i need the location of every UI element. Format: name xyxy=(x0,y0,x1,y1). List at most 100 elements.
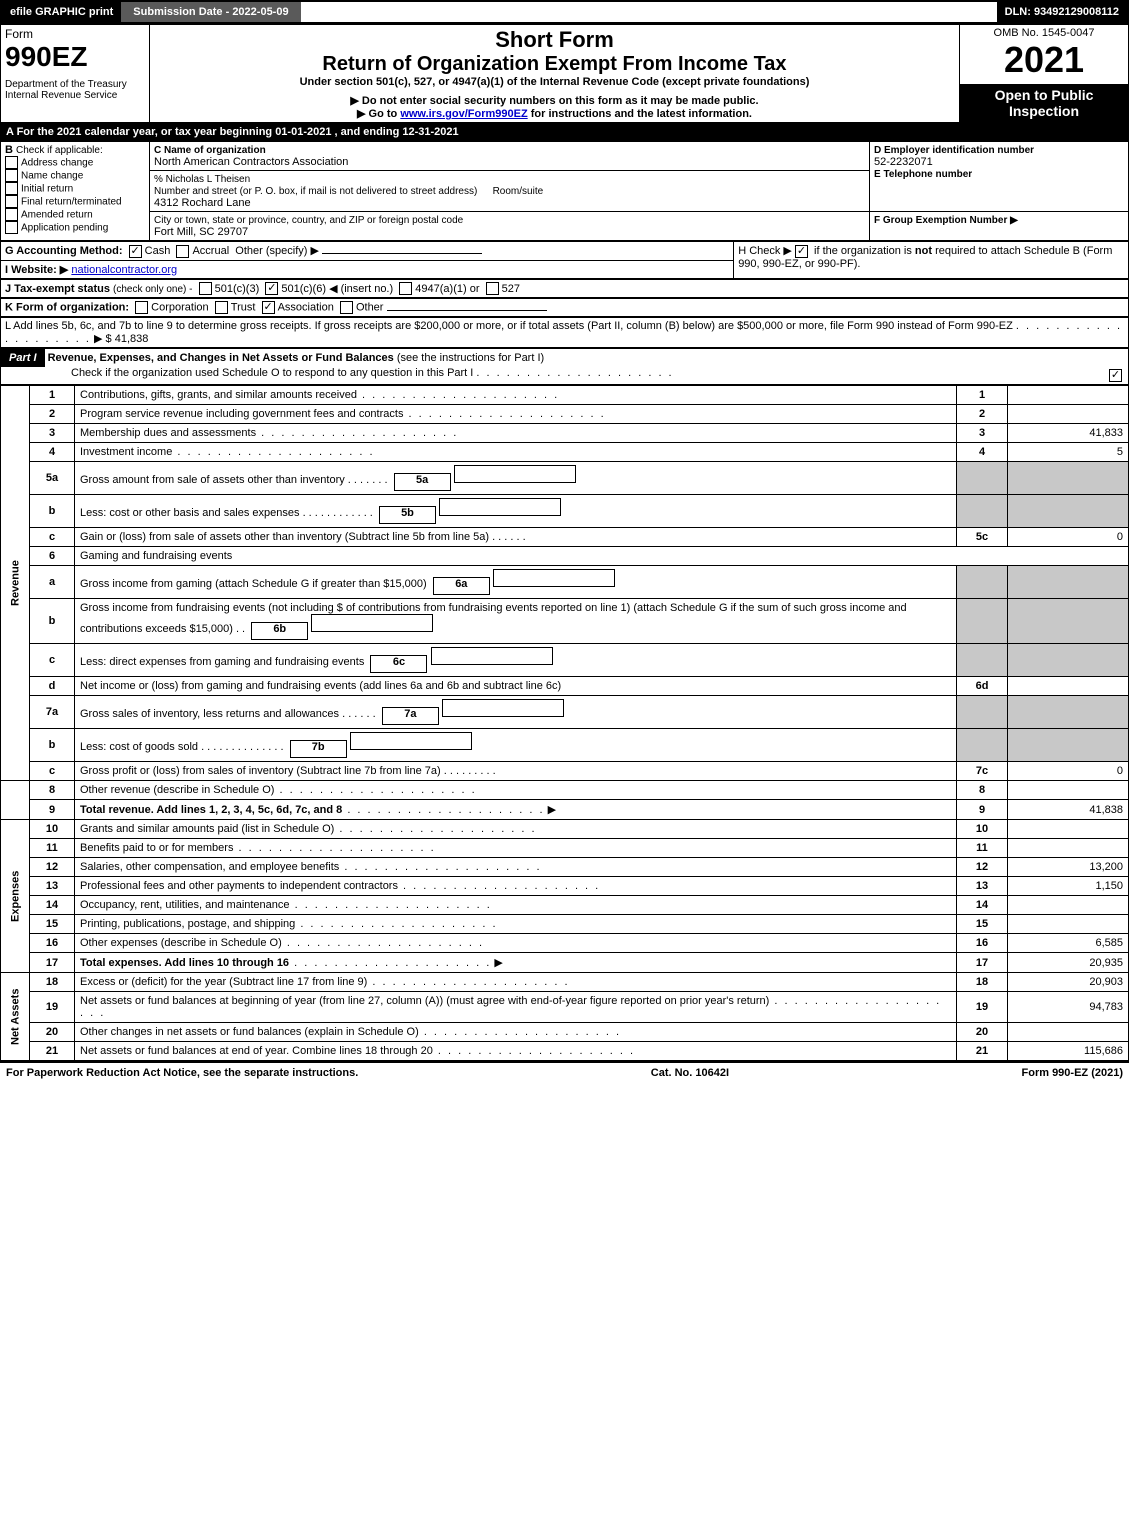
l-amount: 41,838 xyxy=(115,333,149,345)
ln-7a-text: Gross sales of inventory, less returns a… xyxy=(75,696,957,729)
ln-6d-val xyxy=(1008,677,1129,696)
ln-12-val: 13,200 xyxy=(1008,858,1129,877)
ln-10-text: Grants and similar amounts paid (list in… xyxy=(75,820,957,839)
c-name-label: C Name of organization xyxy=(154,145,266,156)
ln-6a-val xyxy=(1008,566,1129,599)
g-other-line[interactable] xyxy=(322,253,482,254)
ln-21-text: Net assets or fund balances at end of ye… xyxy=(75,1042,957,1061)
ln-7b-text: Less: cost of goods sold . . . . . . . .… xyxy=(75,729,957,762)
ln-19-text: Net assets or fund balances at beginning… xyxy=(75,992,957,1023)
ln-6c-text: Less: direct expenses from gaming and fu… xyxy=(75,644,957,677)
ln-8-rn: 8 xyxy=(957,781,1008,800)
cb-application-pending[interactable] xyxy=(5,221,18,234)
ln-5c-no: c xyxy=(30,528,75,547)
ln-7a-sub: 7a xyxy=(382,707,439,725)
cb-final-return[interactable] xyxy=(5,195,18,208)
section-j-cell: J Tax-exempt status (check only one) - 5… xyxy=(1,279,1129,298)
ln-3-no: 3 xyxy=(30,424,75,443)
goto-line: ▶ Go to www.irs.gov/Form990EZ for instru… xyxy=(154,107,955,120)
cb-501c3[interactable] xyxy=(199,282,212,295)
dept-treasury: Department of the Treasury xyxy=(5,79,145,90)
ln-7b-sub: 7b xyxy=(290,740,347,758)
dln-label: DLN: 93492129008112 xyxy=(997,2,1127,22)
ln-7b-no: b xyxy=(30,729,75,762)
ln-5b-rn xyxy=(957,495,1008,528)
section-c-street: % Nicholas L Theisen Number and street (… xyxy=(150,171,870,212)
k-corp: Corporation xyxy=(151,302,208,314)
ln-6a-rn xyxy=(957,566,1008,599)
ln-6b-subval[interactable] xyxy=(311,614,433,632)
form-cell: Form 990EZ Department of the Treasury In… xyxy=(1,25,150,123)
ln-6b-rn xyxy=(957,599,1008,644)
form-number: 990EZ xyxy=(5,41,145,73)
ln-16-text: Other expenses (describe in Schedule O) xyxy=(75,934,957,953)
ln-6c-sub: 6c xyxy=(370,655,427,673)
part-i-label: Part I xyxy=(1,349,45,367)
ln-18-val: 20,903 xyxy=(1008,973,1129,992)
footer-mid: Cat. No. 10642I xyxy=(651,1067,729,1079)
ln-14-val xyxy=(1008,896,1129,915)
ln-1-text: Contributions, gifts, grants, and simila… xyxy=(75,386,957,405)
ln-3-rn: 3 xyxy=(957,424,1008,443)
j-527: 527 xyxy=(502,283,520,295)
cb-4947[interactable] xyxy=(399,282,412,295)
omb-cell: OMB No. 1545-0047 2021 xyxy=(960,25,1129,85)
g-other: Other (specify) ▶ xyxy=(235,245,319,257)
ln-7c-rn: 7c xyxy=(957,762,1008,781)
cb-assoc[interactable] xyxy=(262,301,275,314)
opt-name-change: Name change xyxy=(21,170,83,181)
cb-trust[interactable] xyxy=(215,301,228,314)
ln-6c-subval[interactable] xyxy=(431,647,553,665)
cb-527[interactable] xyxy=(486,282,499,295)
ln-10-no: 10 xyxy=(30,820,75,839)
ln-7a-subval[interactable] xyxy=(442,699,564,717)
cb-501c[interactable] xyxy=(265,282,278,295)
part-i-dots xyxy=(476,367,673,379)
ln-7b-subval[interactable] xyxy=(350,732,472,750)
ln-4-rn: 4 xyxy=(957,443,1008,462)
k-other-line[interactable] xyxy=(387,310,547,311)
section-b: B Check if applicable: Address change Na… xyxy=(1,142,150,241)
ln-19-val: 94,783 xyxy=(1008,992,1129,1023)
ln-5c-val: 0 xyxy=(1008,528,1129,547)
goto-link[interactable]: www.irs.gov/Form990EZ xyxy=(400,108,527,120)
cb-other-org[interactable] xyxy=(340,301,353,314)
part-i-subtitle: (see the instructions for Part I) xyxy=(397,352,544,364)
revenue-vert-label: Revenue xyxy=(1,386,30,781)
section-k-cell: K Form of organization: Corporation Trus… xyxy=(1,299,1129,317)
section-b-label: B xyxy=(5,144,13,156)
cb-name-change[interactable] xyxy=(5,169,18,182)
ln-6b-no: b xyxy=(30,599,75,644)
ln-6d-text: Net income or (loss) from gaming and fun… xyxy=(75,677,957,696)
ln-5a-subval[interactable] xyxy=(454,465,576,483)
section-i: I Website: ▶ nationalcontractor.org xyxy=(1,260,734,278)
website-link[interactable]: nationalcontractor.org xyxy=(71,264,177,276)
ln-6d-rn: 6d xyxy=(957,677,1008,696)
ln-5b-sub: 5b xyxy=(379,506,436,524)
cb-cash[interactable] xyxy=(129,245,142,258)
cb-h[interactable] xyxy=(795,245,808,258)
ln-12-rn: 12 xyxy=(957,858,1008,877)
ln-6b-val xyxy=(1008,599,1129,644)
g-accrual: Accrual xyxy=(192,245,229,257)
ln-16-val: 6,585 xyxy=(1008,934,1129,953)
topbar-spacer xyxy=(301,2,997,22)
cb-schedule-o-part-i[interactable] xyxy=(1109,369,1122,382)
cb-address-change[interactable] xyxy=(5,156,18,169)
ln-15-rn: 15 xyxy=(957,915,1008,934)
ln-13-text: Professional fees and other payments to … xyxy=(75,877,957,896)
ln-7a-rn xyxy=(957,696,1008,729)
ln-7c-text: Gross profit or (loss) from sales of inv… xyxy=(75,762,957,781)
ln-6a-subval[interactable] xyxy=(493,569,615,587)
ln-5b-subval[interactable] xyxy=(439,498,561,516)
page-footer: For Paperwork Reduction Act Notice, see … xyxy=(0,1061,1129,1083)
ln-4-no: 4 xyxy=(30,443,75,462)
cb-amended-return[interactable] xyxy=(5,208,18,221)
l-arrow: ▶ $ xyxy=(94,333,112,345)
cb-initial-return[interactable] xyxy=(5,182,18,195)
cb-corp[interactable] xyxy=(135,301,148,314)
cb-accrual[interactable] xyxy=(176,245,189,258)
ln-21-val: 115,686 xyxy=(1008,1042,1129,1061)
j-sub: (check only one) - xyxy=(113,284,192,295)
efile-print-label[interactable]: efile GRAPHIC print xyxy=(2,2,121,22)
